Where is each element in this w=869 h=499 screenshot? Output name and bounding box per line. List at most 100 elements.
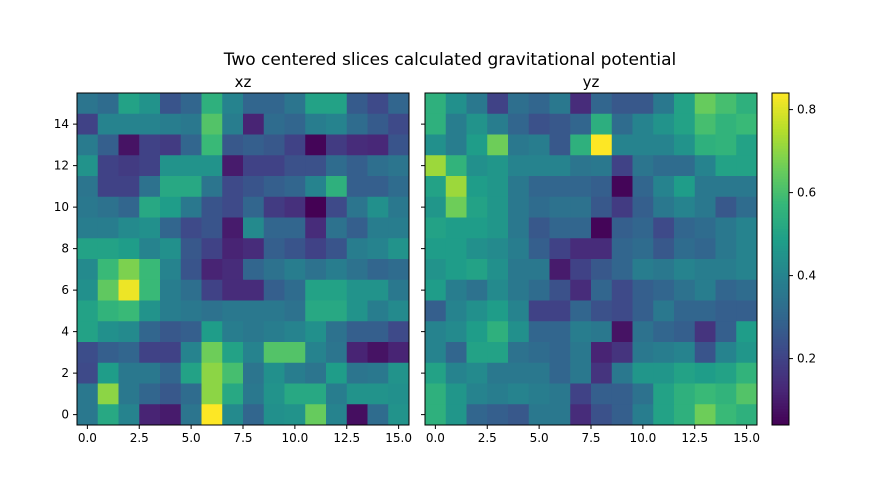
x-tick-label: 12.5 <box>681 431 708 445</box>
heatmap-cell <box>118 362 140 384</box>
heatmap-cell <box>674 93 696 115</box>
heatmap-cell <box>305 196 327 218</box>
colorbar-segment <box>772 181 789 185</box>
x-tick-label: 5.0 <box>530 431 549 445</box>
heatmap-cell <box>77 342 99 364</box>
heatmap-cell <box>118 134 140 156</box>
x-tick-label: 0.0 <box>78 431 97 445</box>
heatmap-cell <box>694 259 716 281</box>
heatmap-cell <box>201 196 223 218</box>
heatmap-cell <box>591 300 613 322</box>
heatmap-cell <box>77 238 99 260</box>
heatmap-cell <box>653 238 675 260</box>
heatmap-cell <box>487 300 509 322</box>
colorbar-segment <box>772 209 789 213</box>
heatmap-cell <box>570 238 592 260</box>
heatmap-cell <box>284 93 306 115</box>
heatmap-cell <box>367 321 389 343</box>
colorbar-segment <box>772 286 789 290</box>
heatmap-cell <box>736 259 758 281</box>
colorbar-segment <box>772 247 789 252</box>
heatmap-cell <box>632 383 654 405</box>
heatmap-cell <box>425 259 447 281</box>
heatmap-cell <box>346 404 368 426</box>
heatmap-cell <box>97 134 119 156</box>
colorbar-segment <box>772 297 789 301</box>
heatmap-cell <box>528 176 550 198</box>
heatmap-cell <box>118 217 140 239</box>
heatmap-cell <box>653 383 675 405</box>
heatmap-cell <box>97 196 119 218</box>
heatmap-cell <box>570 217 592 239</box>
colorbar-segment <box>772 131 789 135</box>
heatmap-cell <box>388 238 410 260</box>
heatmap-cell <box>611 176 633 198</box>
heatmap-cell <box>466 321 488 343</box>
heatmap-cell <box>653 259 675 281</box>
heatmap-cell <box>425 196 447 218</box>
heatmap-cell <box>139 259 161 281</box>
heatmap-cell <box>674 404 696 426</box>
heatmap-cell <box>570 342 592 364</box>
heatmap-cell <box>611 134 633 156</box>
heatmap-cell <box>326 93 348 115</box>
colorbar-segment <box>772 311 789 315</box>
heatmap-cell <box>201 383 223 405</box>
heatmap-cell <box>160 238 182 260</box>
y-tick-label: 10 <box>54 200 69 214</box>
heatmap-cell <box>346 134 368 156</box>
colorbar-segment <box>772 361 789 365</box>
colorbar-segment <box>772 223 789 227</box>
heatmap-cell <box>674 259 696 281</box>
x-tick-label: 7.5 <box>233 431 252 445</box>
heatmap-cell <box>160 404 182 426</box>
heatmap-cell <box>388 93 410 115</box>
heatmap-cell <box>591 238 613 260</box>
heatmap-cell <box>201 404 223 426</box>
heatmap-cell <box>97 259 119 281</box>
heatmap-cell <box>263 113 285 135</box>
colorbar-segment <box>772 411 789 415</box>
heatmap-cell <box>118 300 140 322</box>
heatmap-cell <box>243 259 265 281</box>
heatmap-cell <box>528 342 550 364</box>
heatmap-cell <box>201 321 223 343</box>
heatmap-cell <box>305 238 327 260</box>
heatmap-cell <box>326 134 348 156</box>
heatmap-cell <box>653 404 675 426</box>
heatmap-cell <box>201 217 223 239</box>
y-tick-label: 8 <box>61 242 69 256</box>
colorbar-segment <box>772 386 789 390</box>
heatmap-cell <box>487 404 509 426</box>
colorbar-segment <box>772 120 789 124</box>
heatmap-cell <box>653 113 675 135</box>
heatmap-cell <box>346 155 368 177</box>
heatmap-cell <box>653 342 675 364</box>
heatmap-cell <box>77 383 99 405</box>
heatmap-cell <box>674 321 696 343</box>
heatmap-cell <box>736 113 758 135</box>
heatmap-cell <box>570 113 592 135</box>
heatmap-cell <box>736 217 758 239</box>
heatmap-cell <box>97 113 119 135</box>
heatmap-cell <box>263 217 285 239</box>
heatmap-cell <box>591 321 613 343</box>
heatmap-cell <box>284 362 306 384</box>
heatmap-cell <box>549 93 571 115</box>
heatmap-cell <box>570 259 592 281</box>
panels: xz 0.0 2.5 5.0 7.5 10.0 12.5 15.0 0 2 4 6 8 10 12 14 yz 0… <box>54 73 760 445</box>
heatmap-cell <box>653 279 675 301</box>
heatmap-cell <box>243 217 265 239</box>
x-tick-label: 7.5 <box>581 431 600 445</box>
heatmap-cell <box>284 113 306 135</box>
heatmap-cell <box>487 176 509 198</box>
heatmap-cell <box>694 93 716 115</box>
heatmap-cell <box>570 134 592 156</box>
colorbar-segment <box>772 319 789 324</box>
heatmap-cell <box>243 342 265 364</box>
colorbar-segment <box>772 236 789 241</box>
heatmap-cell <box>180 259 202 281</box>
heatmap-cell <box>243 113 265 135</box>
heatmap-cell <box>591 217 613 239</box>
heatmap-cell <box>487 321 509 343</box>
